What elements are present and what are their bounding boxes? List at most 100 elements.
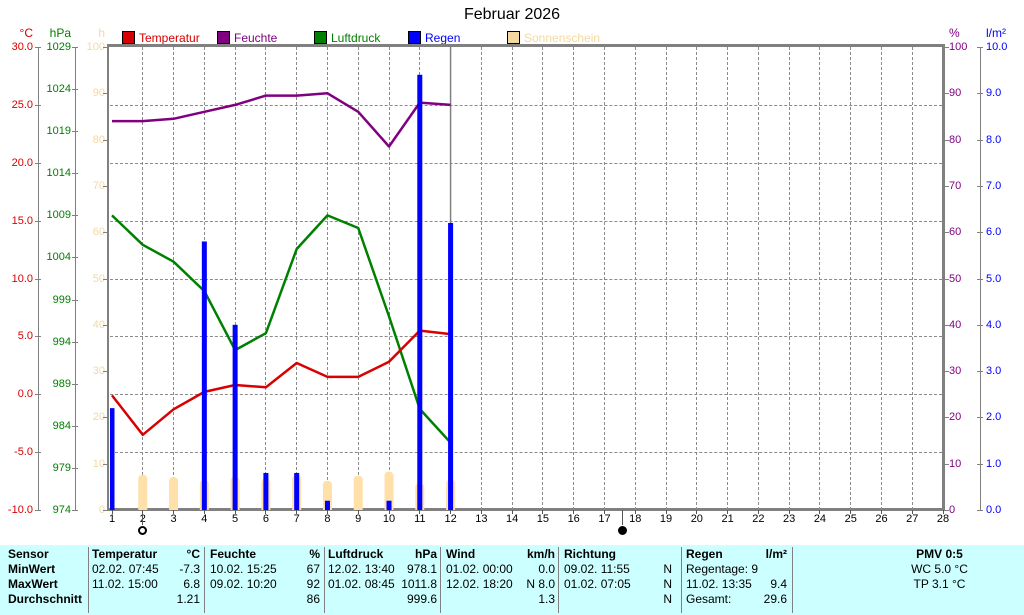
luftdruck-swatch-icon xyxy=(314,31,327,44)
cell-temperatur-left-0: 02.02. 07:45 xyxy=(92,562,159,576)
regen-bar-day-8 xyxy=(324,500,330,510)
rain-tick xyxy=(977,324,983,326)
humidity-tick xyxy=(943,232,949,234)
sonnenschein-swatch-icon xyxy=(507,31,520,44)
rain-tick xyxy=(977,47,983,48)
x-tick-day-25 xyxy=(850,510,852,514)
sonnenschein-bar-day-10 xyxy=(384,471,394,510)
x-label-day-26: 26 xyxy=(875,513,888,525)
x-tick-day-17 xyxy=(603,510,605,514)
col-header-pmv-0-5: PMV 0:5 xyxy=(916,547,963,561)
row-header-durchschnitt: Durchschnitt xyxy=(8,592,83,606)
pressure-tick xyxy=(72,47,78,48)
cell-temperatur-left-1: 11.02. 15:00 xyxy=(92,577,158,591)
cell-feuchte-left-0: 10.02. 15:25 xyxy=(210,562,277,576)
temperature-tick-label: 15.0 xyxy=(11,214,33,227)
table-separator-4 xyxy=(558,547,559,613)
cell-richtung-left-0: 09.02. 11:55 xyxy=(564,562,630,576)
humidity-tick xyxy=(943,324,949,326)
humidity-tick xyxy=(943,417,949,419)
x-tick-day-8 xyxy=(326,510,328,514)
pressure-tick-label: 999 xyxy=(52,293,71,306)
sunshine-axis-header: h xyxy=(98,26,105,40)
humidity-tick-label: 40 xyxy=(949,318,962,331)
sunshine-tick-label: 40 xyxy=(92,318,105,331)
sunshine-tick-label: 60 xyxy=(92,226,105,239)
x-label-day-25: 25 xyxy=(844,513,857,525)
x-label-day-9: 9 xyxy=(355,513,362,525)
x-tick-day-23 xyxy=(788,510,790,514)
humidity-tick-label: 80 xyxy=(949,133,962,146)
x-tick-day-18 xyxy=(634,510,636,514)
row-header-sensor: Sensor xyxy=(8,547,49,561)
cell-temperatur-right-2: 1.21 xyxy=(176,592,200,606)
cell-regen-left-2: Gesamt: xyxy=(686,592,732,606)
x-tick-day-4 xyxy=(203,510,205,514)
humidity-tick xyxy=(943,47,949,48)
pressure-tick-label: 1009 xyxy=(46,209,71,222)
col-header-temperatur: Temperatur xyxy=(92,547,158,561)
pressure-tick-label: 979 xyxy=(52,461,71,474)
plot-border-bottom xyxy=(107,508,945,511)
pressure-tick xyxy=(72,257,78,259)
humidity-tick-label: 50 xyxy=(949,272,962,285)
sonnenschein-bar-day-9 xyxy=(353,475,363,510)
legend-label: Sonnenschein xyxy=(524,31,601,45)
humidity-tick xyxy=(943,463,949,465)
x-label-day-17: 17 xyxy=(598,513,611,525)
x-label-day-8: 8 xyxy=(324,513,331,525)
cell-luftdruck-right-1: 1011.8 xyxy=(401,577,437,591)
sonnenschein-bar-day-3 xyxy=(169,477,179,510)
x-label-day-6: 6 xyxy=(262,513,269,525)
regen-bar-day-10 xyxy=(386,500,392,510)
cell-wind-left-1: 12.02. 18:20 xyxy=(446,577,513,591)
x-label-day-24: 24 xyxy=(813,513,827,525)
pressure-tick-label: 974 xyxy=(52,504,71,516)
rain-tick xyxy=(977,139,983,141)
x-label-day-16: 16 xyxy=(567,513,580,525)
humidity-tick xyxy=(943,278,949,280)
cell-wind-right-2: 1.3 xyxy=(538,592,555,606)
cell-pmv-0-5-1: TP 3.1 °C xyxy=(913,577,966,591)
x-label-day-7: 7 xyxy=(293,513,300,525)
humidity-tick-label: 60 xyxy=(949,226,962,239)
cell-richtung-left-1: 01.02. 07:05 xyxy=(564,577,631,591)
pressure-axis-line xyxy=(75,47,76,510)
humidity-tick-label: 0 xyxy=(949,504,956,516)
regen-bar-day-4 xyxy=(201,241,207,510)
table-separator-6 xyxy=(792,547,793,613)
table-separator-2 xyxy=(324,547,325,613)
temperature-tick-label: 30.0 xyxy=(11,41,33,53)
rain-tick-label: 1.0 xyxy=(986,457,1002,470)
full-moon-icon xyxy=(138,526,148,535)
rain-tick-label: 0.0 xyxy=(986,504,1002,516)
gridline-5c xyxy=(110,336,942,338)
gridline-15c xyxy=(110,220,942,222)
legend-label: Regen xyxy=(425,31,461,45)
stats-table: Sensor MinWert MaxWert Durchschnitt Temperat… xyxy=(0,545,1024,615)
rain-tick-label: 5.0 xyxy=(986,272,1002,285)
sunshine-tick-label: 90 xyxy=(92,87,105,100)
rain-tick-label: 10.0 xyxy=(986,41,1008,53)
cell-wind-right-0: 0.0 xyxy=(538,562,555,576)
x-label-day-19: 19 xyxy=(659,513,673,525)
pressure-tick-label: 1019 xyxy=(46,125,71,138)
temperatur-line xyxy=(111,329,451,437)
col-unit-temperatur: °C xyxy=(186,547,200,561)
rain-tick-label: 3.0 xyxy=(986,365,1002,378)
temperature-tick-label: 5.0 xyxy=(17,330,33,343)
temperature-axis-header: °C xyxy=(19,26,33,40)
x-tick-day-27 xyxy=(911,510,913,514)
temperature-tick-label: 20.0 xyxy=(11,156,33,169)
col-unit-feuchte: % xyxy=(309,547,320,561)
humidity-tick-label: 20 xyxy=(949,411,962,424)
sunshine-tick xyxy=(103,417,109,419)
humidity-tick-label: 90 xyxy=(949,87,962,100)
table-separator-3 xyxy=(440,547,441,613)
cell-temperatur-right-1: 6.8 xyxy=(183,577,200,591)
col-header-feuchte: Feuchte xyxy=(210,547,257,561)
cell-luftdruck-right-2: 999.6 xyxy=(406,592,437,606)
col-header-richtung: Richtung xyxy=(564,547,616,561)
x-tick-day-16 xyxy=(573,510,575,514)
rain-tick-label: 7.0 xyxy=(986,179,1002,192)
